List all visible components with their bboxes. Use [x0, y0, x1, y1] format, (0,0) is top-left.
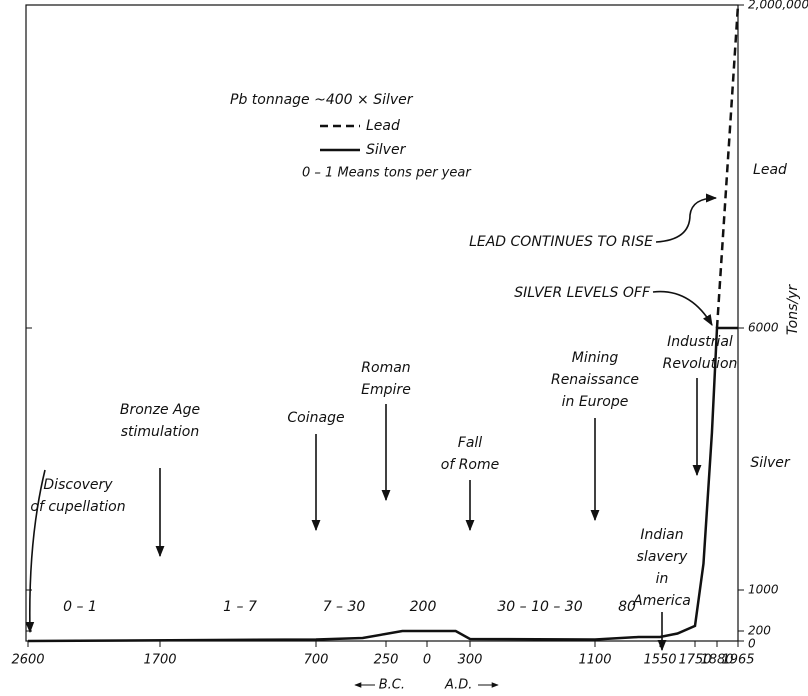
- annotation-arrow: [25, 469, 46, 634]
- plot-frame: [25, 4, 739, 642]
- x-tick-label: 300: [458, 653, 483, 668]
- annotation: Indian: [640, 527, 683, 543]
- annotation: of cupellation: [30, 499, 125, 515]
- era-label: B.C.: [379, 678, 405, 693]
- x-tick-label: 250: [374, 653, 399, 668]
- rate-label: 200: [410, 599, 437, 615]
- legend-title: Pb tonnage ~400 × Silver: [230, 92, 414, 108]
- era-label: A.D.: [444, 678, 472, 693]
- x-tick-label: 0: [423, 653, 431, 668]
- rate-label: 1 – 7: [223, 599, 257, 615]
- annotation: Bronze Age: [120, 402, 200, 418]
- series-line: [715, 4, 740, 329]
- annotation: stimulation: [121, 424, 199, 440]
- annotation-arrow: [652, 290, 713, 326]
- annotation: SILVER LEVELS OFF: [514, 285, 651, 301]
- annotation: Revolution: [663, 356, 738, 372]
- x-tick-label: 1100: [578, 653, 611, 668]
- y-axis-label: Tons/yr: [785, 284, 801, 336]
- annotation: Empire: [361, 382, 411, 398]
- y-tick-label: 2,000,000: [748, 0, 808, 12]
- annotation: LEAD CONTINUES TO RISE: [469, 234, 653, 250]
- x-tick-label: 700: [304, 653, 329, 668]
- annotation: Mining: [572, 350, 619, 366]
- series-line: [27, 326, 738, 643]
- legend-label: Lead: [366, 118, 400, 134]
- annotation: America: [632, 593, 691, 609]
- x-tick-label: 2600: [11, 653, 44, 668]
- x-tick-label: 1965: [721, 653, 754, 668]
- x-tick-label: 1750: [678, 653, 711, 668]
- rate-label: 30 – 10 – 30: [497, 599, 582, 615]
- y-tick-label: 1000: [748, 583, 779, 597]
- annotation-arrow: [655, 193, 718, 243]
- y-tick-label: 0: [748, 637, 756, 651]
- legend-note: 0 – 1 Means tons per year: [302, 166, 472, 181]
- side-label: Lead: [753, 162, 787, 178]
- annotation: Discovery: [43, 477, 113, 493]
- annotation: in Europe: [562, 394, 629, 410]
- rate-label: 80: [618, 599, 636, 615]
- annotation: slavery: [637, 549, 688, 565]
- x-tick-label: 1550: [643, 653, 676, 668]
- legend-label: Silver: [366, 142, 407, 158]
- annotation: Fall: [458, 435, 483, 451]
- annotation: Industrial: [667, 334, 733, 350]
- annotation: of Rome: [441, 457, 500, 473]
- annotation: Roman: [361, 360, 410, 376]
- annotation: Renaissance: [551, 372, 639, 388]
- annotation: in: [656, 571, 669, 587]
- x-tick-label: 1880: [700, 653, 733, 668]
- rate-label: 7 – 30: [323, 599, 366, 615]
- x-tick-label: 1700: [143, 653, 176, 668]
- y-tick-label: 6000: [748, 321, 779, 335]
- side-label: Silver: [750, 455, 791, 471]
- annotation: Coinage: [287, 410, 344, 426]
- y-tick-label: 200: [748, 624, 771, 638]
- rate-label: 0 – 1: [63, 599, 97, 615]
